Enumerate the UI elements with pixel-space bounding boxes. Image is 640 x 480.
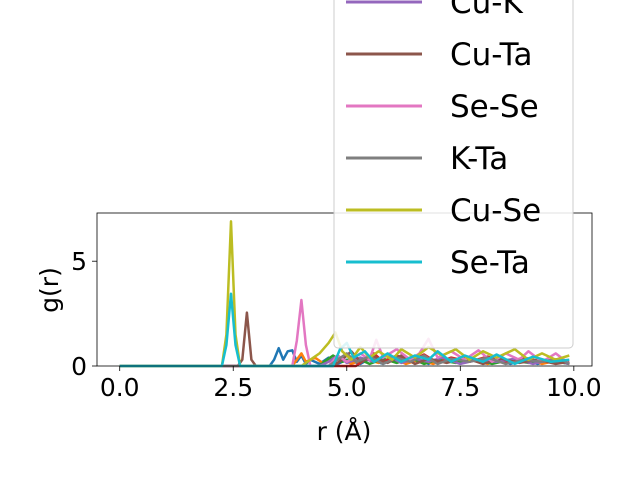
x-tick-label: 2.5	[213, 373, 253, 402]
series-line-6	[119, 298, 571, 368]
legend-label: Cu-K	[450, 0, 523, 21]
legend-label: Se-Ta	[450, 245, 530, 281]
y-axis-label: g(r)	[35, 267, 64, 313]
y-axis: 05	[71, 247, 97, 381]
y-tick-label: 0	[71, 352, 87, 381]
legend-label: Cu-Se	[450, 193, 541, 229]
legend-label: Cu-Ta	[450, 37, 532, 73]
plot-lines	[119, 220, 571, 368]
x-tick-label: 0.0	[100, 373, 140, 402]
x-axis-label: r (Å)	[317, 417, 372, 446]
y-tick-label: 5	[71, 247, 87, 276]
x-tick-label: 10.0	[546, 373, 602, 402]
legend-label: K-Ta	[450, 141, 508, 177]
x-axis: 0.0 2.5 5.0 7.5 10.0	[100, 366, 602, 402]
x-tick-label: 7.5	[440, 373, 480, 402]
x-tick-label: 5.0	[327, 373, 367, 402]
legend-label: Se-Se	[450, 89, 539, 125]
series-line-9	[119, 292, 570, 368]
